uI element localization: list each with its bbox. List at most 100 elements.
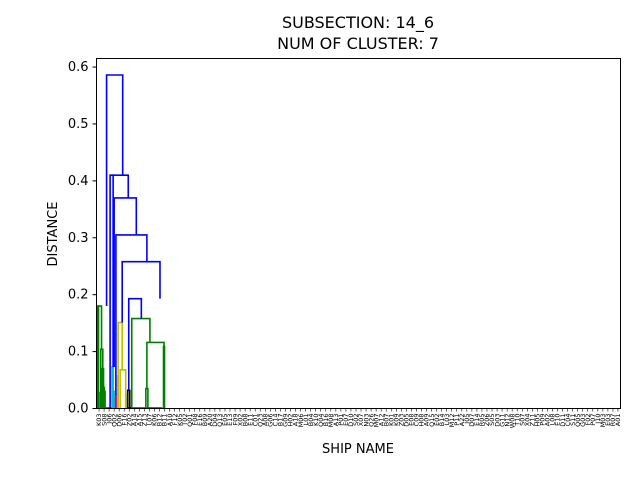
leaf-label: L01 [302,414,310,426]
dendrogram-link-30 [115,234,148,395]
leaf-label: L07 [146,414,154,426]
leaf-label: G03 [579,414,587,427]
x-axis: K03S08J06Q02D06F16Z02A14A15Z13L07K06B12B… [95,408,622,429]
chart-title-line1: SUBSECTION: 14_6 [282,13,434,33]
leaf-label: E08 [408,414,416,426]
leaf-label: Q04 [317,414,325,427]
leaf-label: F16 [120,414,128,426]
leaf-label: H02 [287,414,295,427]
leaf-label: K05 [176,414,184,427]
leaf-label: E05 [221,414,229,426]
leaf-label: Q05 [574,414,582,427]
dendrogram-link-17 [126,389,131,409]
leaf-label: H08 [418,414,426,427]
x-axis-label: SHIP NAME [322,442,394,457]
dendrogram-link-5 [101,367,105,409]
leaf-label: W08 [508,414,516,429]
leaf-label: S02 [352,414,360,426]
leaf-label: C14 [272,414,280,427]
leaf-label: E07 [342,414,350,426]
leaf-label: E11 [246,414,254,426]
dendrogram-link-21 [146,341,165,389]
dendrogram-link-29 [113,197,138,367]
leaf-label: B07 [382,414,390,427]
leaf-label: D07 [468,414,476,427]
leaf-label: E16 [196,414,204,426]
leaf-label: E14 [473,414,481,426]
y-tick-label: 0.0 [68,402,89,417]
dendrogram-link-1 [96,363,99,409]
leaf-label: A15 [136,414,144,427]
leaf-label: Q13 [216,414,224,427]
leaf-label: B16 [322,414,330,427]
dendrogram-link-24 [162,345,166,409]
leaf-label: G06 [267,414,275,427]
dendrogram-link-22 [145,387,149,409]
dendrogram-link-32 [127,297,143,391]
leaf-label: M12 [448,414,456,428]
dendrogram-link-15 [119,369,127,409]
leaf-label: Q26 [367,414,375,427]
dendrogram-link-4 [99,348,104,409]
leaf-label: X02 [236,414,244,427]
leaf-label: Q15 [428,414,436,427]
leaf-label: F08 [191,414,199,426]
leaf-label: D06 [115,414,123,427]
dendrogram-link-14 [117,321,123,409]
dendrogram-link-31 [121,260,161,323]
leaf-label: Z03 [398,414,406,427]
leaf-label: E03 [604,414,612,426]
leaf-label: B04 [307,414,315,427]
leaf-label: L08 [549,414,557,426]
leaf-label: E10 [554,414,562,426]
leaf-label: C04 [564,414,572,427]
leaf-label: K06 [151,414,159,427]
leaf-label: Q01 [186,414,194,427]
leaf-label: T02 [181,414,189,427]
leaf-label: D03 [493,414,501,427]
leaf-label: M06 [297,414,305,428]
leaf-label: B08 [241,414,249,427]
leaf-label: J10 [594,414,602,425]
y-tick-label: 0.6 [68,60,89,75]
leaf-label: P01 [337,414,345,426]
leaf-label: A18 [292,414,300,427]
y-axis-label: DISTANCE [46,202,61,267]
leaf-label: S11 [569,414,577,426]
y-tick-label: 0.1 [68,345,89,360]
leaf-label: S07 [518,414,526,426]
leaf-label: G11 [498,414,506,427]
leaf-label: X04 [523,414,531,427]
leaf-label: B09 [201,414,209,427]
dendrogram-link-6 [102,386,106,409]
leaf-label: Z06 [483,414,491,427]
leaf-label: J05 [463,414,471,425]
y-tick-label: 0.2 [68,288,89,303]
leaf-label: A22 [458,414,466,427]
dendrogram-links [96,74,166,409]
leaf-label: Z13 [141,414,149,427]
leaf-label: A02 [544,414,552,427]
leaf-label: R05 [478,414,486,427]
leaf-label: Q23 [256,414,264,427]
leaf-label: E02 [433,414,441,426]
leaf-label: S05 [488,414,496,426]
leaf-label: H05 [534,414,542,427]
leaf-label: P07 [589,414,597,426]
leaf-label: J06 [105,414,113,425]
dendrogram-link-7 [103,390,106,409]
dendrogram-link-28 [111,174,130,198]
leaf-label: E13 [226,414,234,426]
leaf-label: N03 [362,414,370,427]
leaf-label: K03 [95,414,103,427]
chart-title-line2: NUM OF CLUSTER: 7 [277,34,439,53]
leaf-label: D04 [211,414,219,427]
leaf-label: Z02 [125,414,133,427]
leaf-label: B17 [277,414,285,427]
leaf-label: C09 [413,414,421,427]
leaf-label: A12 [377,414,385,427]
leaf-label: A09 [423,414,431,427]
leaf-label: Z11 [529,414,537,427]
leaf-label: A20 [206,414,214,427]
